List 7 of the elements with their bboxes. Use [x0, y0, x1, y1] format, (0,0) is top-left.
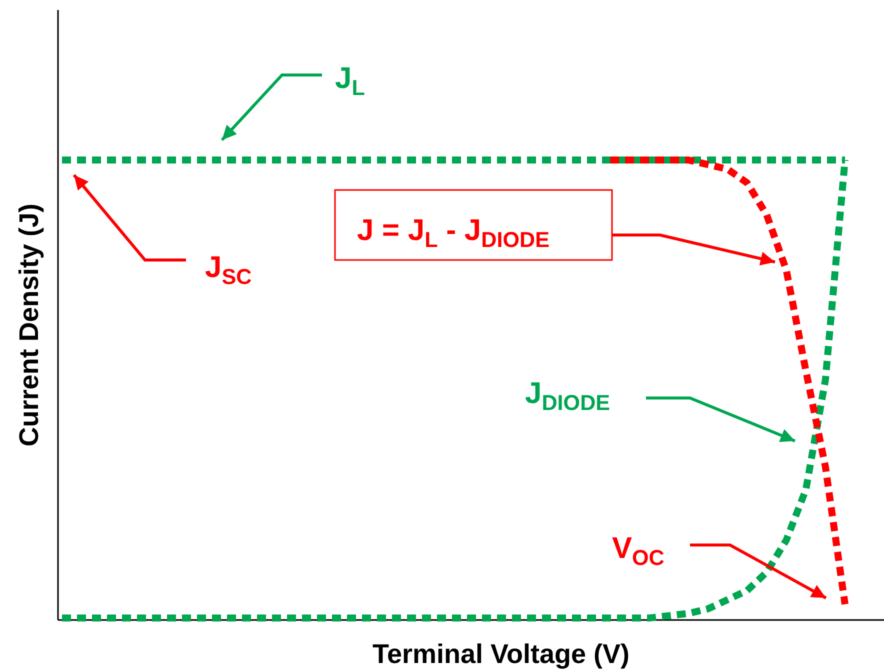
annotation: J = J$_{L}$ - J$_{DIODE}$: [357, 214, 550, 252]
annotation: V$_{OC}$: [612, 532, 664, 570]
annotation: J$_{DIODE}$: [525, 377, 610, 415]
y-axis-title: Current Density (J): [14, 203, 44, 447]
annotation: J$_{SC}$: [205, 251, 252, 289]
text: J$_{L}$: [335, 62, 365, 100]
x-axis-title: Terminal Voltage (V): [372, 639, 630, 669]
